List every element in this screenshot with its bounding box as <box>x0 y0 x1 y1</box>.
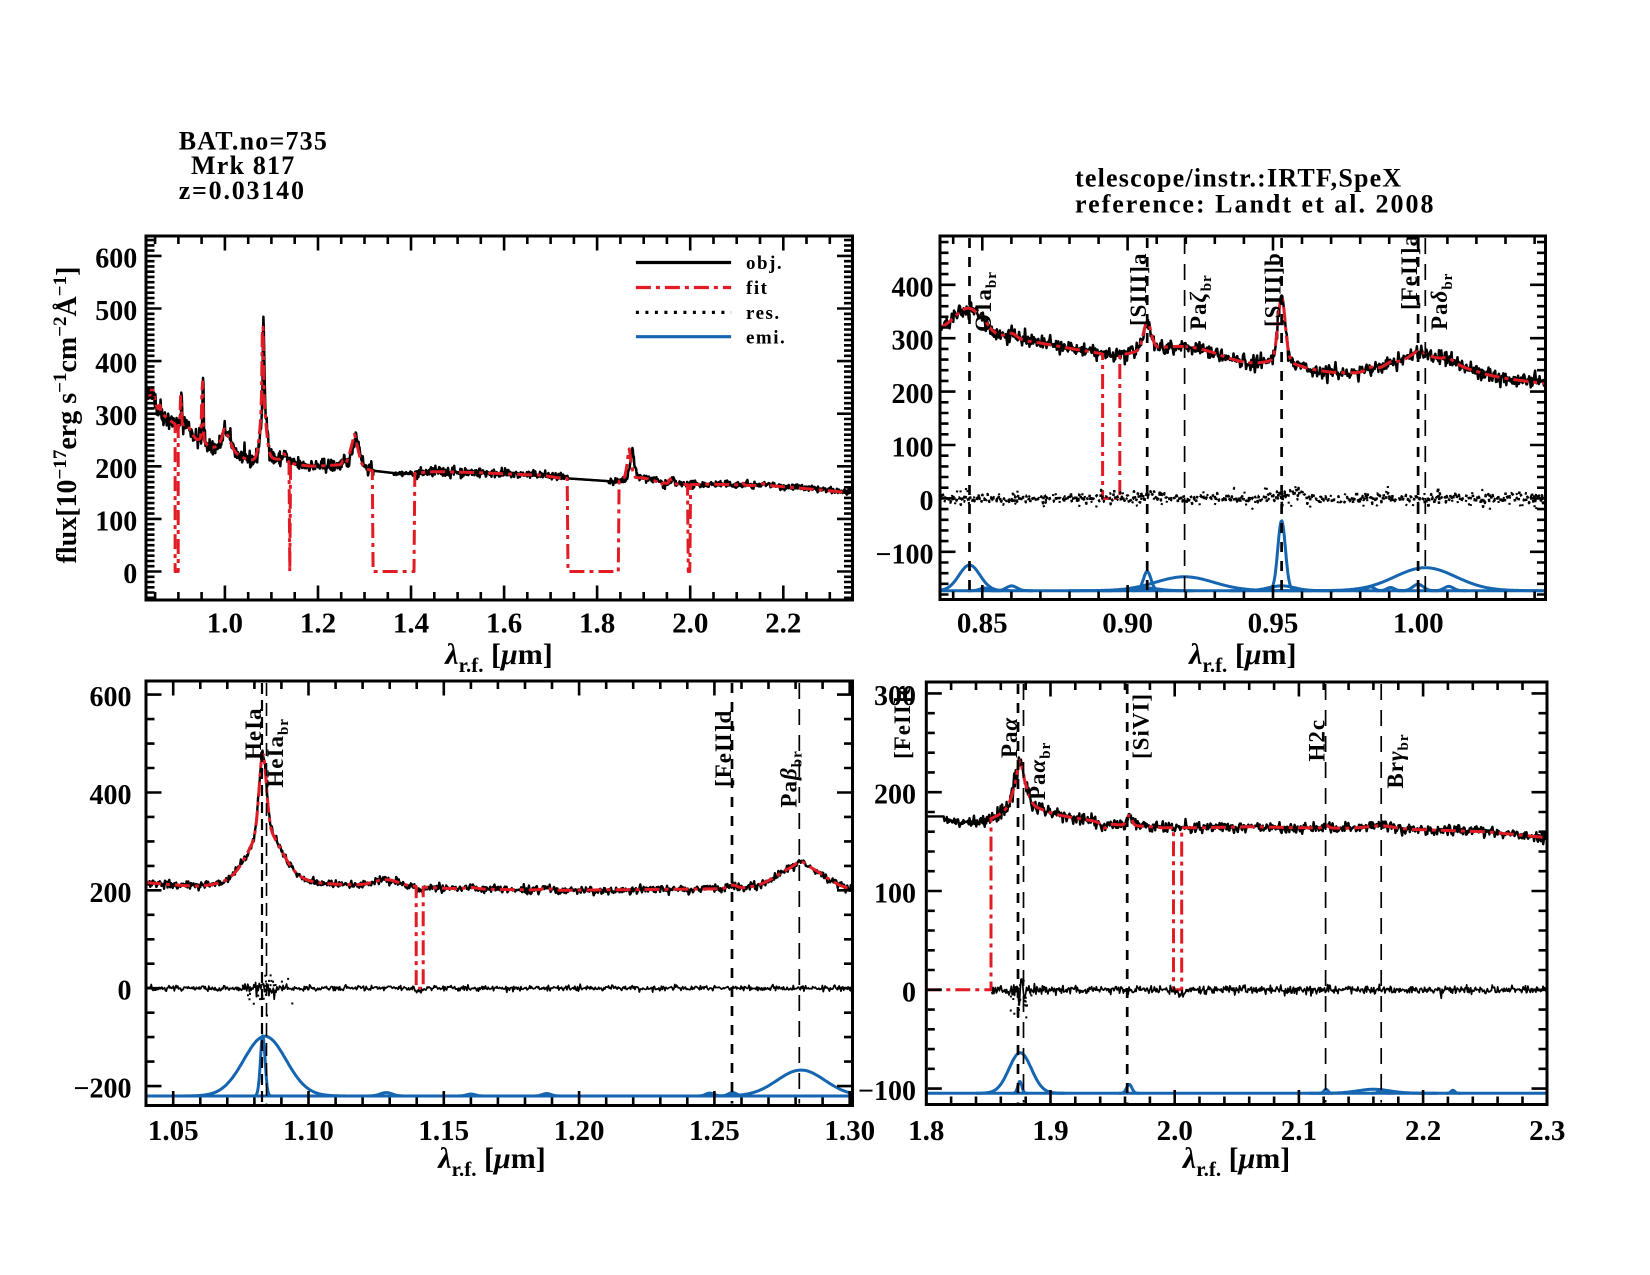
svg-text:600: 600 <box>90 682 132 713</box>
svg-text:1.05: 1.05 <box>148 1115 199 1147</box>
svg-text:λr.f. [μm]: λr.f. [μm] <box>1187 638 1296 677</box>
svg-text:obj.: obj. <box>746 253 783 274</box>
svg-text:Paδbr: Paδbr <box>1427 273 1456 330</box>
svg-text:reference: Landt et al. 2008: reference: Landt et al. 2008 <box>1075 190 1435 219</box>
svg-text:100: 100 <box>874 879 916 910</box>
svg-text:400: 400 <box>892 272 934 303</box>
svg-text:Mrk 817: Mrk 817 <box>191 151 295 180</box>
svg-text:[SIII]b: [SIII]b <box>1261 252 1286 327</box>
svg-text:1.6: 1.6 <box>486 608 522 640</box>
svg-text:Brγbr: Brγbr <box>1383 733 1412 788</box>
svg-text:200: 200 <box>892 379 934 410</box>
svg-text:600: 600 <box>95 243 137 274</box>
svg-text:0.85: 0.85 <box>957 608 1008 640</box>
svg-text:0: 0 <box>920 486 934 517</box>
svg-text:0: 0 <box>902 977 916 1008</box>
svg-text:−100: −100 <box>876 539 934 570</box>
svg-text:−200: −200 <box>74 1074 132 1105</box>
svg-text:[FeII]a: [FeII]a <box>1397 234 1422 310</box>
svg-text:300: 300 <box>892 326 934 357</box>
svg-text:1.8: 1.8 <box>908 1115 944 1147</box>
svg-text:res.: res. <box>746 303 781 324</box>
svg-text:0: 0 <box>123 559 137 590</box>
svg-text:telescope/instr.:IRTF,SpeX: telescope/instr.:IRTF,SpeX <box>1075 164 1402 193</box>
svg-text:500: 500 <box>95 296 137 327</box>
svg-text:400: 400 <box>90 780 132 811</box>
svg-text:Paβbr: Paβbr <box>776 750 805 807</box>
svg-text:1.9: 1.9 <box>1032 1115 1068 1147</box>
svg-text:300: 300 <box>95 401 137 432</box>
svg-text:BAT.no=735: BAT.no=735 <box>179 127 328 156</box>
svg-text:200: 200 <box>90 878 132 909</box>
svg-text:1.2: 1.2 <box>300 608 336 640</box>
svg-text:1.15: 1.15 <box>418 1115 469 1147</box>
svg-text:200: 200 <box>95 454 137 485</box>
svg-text:Paζbr: Paζbr <box>1186 274 1215 330</box>
svg-text:2.2: 2.2 <box>1405 1115 1441 1147</box>
svg-text:[FeII]e: [FeII]e <box>890 684 915 759</box>
svg-text:2.0: 2.0 <box>672 608 708 640</box>
svg-text:1.25: 1.25 <box>689 1115 740 1147</box>
svg-text:0.90: 0.90 <box>1102 608 1153 640</box>
svg-text:λr.f. [μm]: λr.f. [μm] <box>436 1142 545 1181</box>
svg-text:O1abr: O1abr <box>971 271 1000 332</box>
svg-text:1.0: 1.0 <box>207 608 243 640</box>
svg-text:2.1: 2.1 <box>1281 1115 1317 1147</box>
svg-text:1.00: 1.00 <box>1393 608 1444 640</box>
svg-text:2.0: 2.0 <box>1157 1115 1193 1147</box>
svg-text:1.8: 1.8 <box>579 608 615 640</box>
svg-text:400: 400 <box>95 349 137 380</box>
svg-text:Paα: Paα <box>997 716 1022 758</box>
svg-text:1.20: 1.20 <box>554 1115 605 1147</box>
svg-text:2.3: 2.3 <box>1529 1115 1565 1147</box>
svg-text:[FeII]d: [FeII]d <box>711 710 736 787</box>
svg-text:[SIII]a: [SIII]a <box>1126 253 1151 326</box>
svg-text:λr.f. [μm]: λr.f. [μm] <box>443 638 552 677</box>
svg-text:H2c: H2c <box>1305 719 1330 762</box>
svg-text:fit: fit <box>746 278 768 299</box>
svg-text:λr.f. [μm]: λr.f. [μm] <box>1181 1142 1290 1181</box>
svg-text:1.10: 1.10 <box>283 1115 334 1147</box>
svg-text:HeIa: HeIa <box>241 707 266 760</box>
svg-text:0.95: 0.95 <box>1248 608 1299 640</box>
svg-text:300: 300 <box>874 681 916 712</box>
svg-text:flux[10−17erg s−1cm−2Å−1]: flux[10−17erg s−1cm−2Å−1] <box>50 267 83 564</box>
svg-text:1.30: 1.30 <box>824 1115 875 1147</box>
svg-text:100: 100 <box>95 506 137 537</box>
svg-text:emi.: emi. <box>746 327 786 348</box>
svg-text:0: 0 <box>118 976 132 1007</box>
svg-text:1.4: 1.4 <box>393 608 429 640</box>
svg-text:z=0.03140: z=0.03140 <box>179 176 306 205</box>
svg-text:[SiVI]: [SiVI] <box>1129 693 1154 759</box>
svg-text:200: 200 <box>874 780 916 811</box>
svg-text:2.2: 2.2 <box>765 608 801 640</box>
svg-text:100: 100 <box>892 433 934 464</box>
svg-text:−100: −100 <box>858 1076 916 1107</box>
svg-text:Paαbr: Paαbr <box>1025 742 1054 800</box>
svg-text:HeIabr: HeIabr <box>263 718 292 788</box>
